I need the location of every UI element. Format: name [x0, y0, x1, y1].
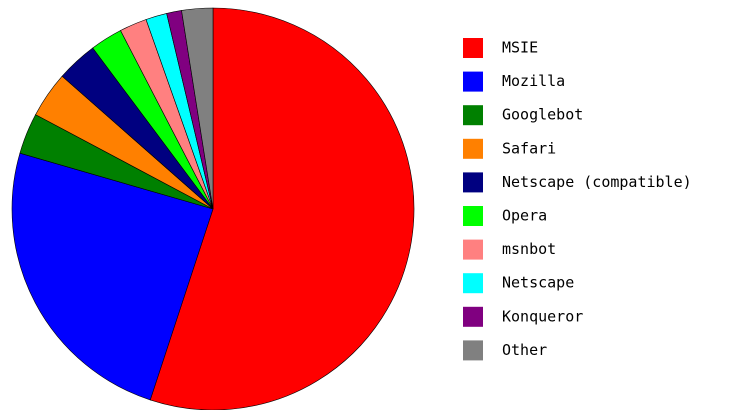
pie-slice — [181, 7, 214, 210]
pie-slice — [149, 7, 415, 410]
legend-swatch — [463, 306, 483, 327]
legend-label: Netscape — [502, 274, 574, 292]
legend-label: Netscape (compatible) — [502, 173, 692, 191]
legend-swatch — [463, 138, 483, 159]
legend-swatch — [463, 71, 483, 92]
legend-swatch — [463, 206, 483, 226]
legend-label: Safari — [502, 139, 556, 157]
legend-label: Other — [502, 341, 547, 359]
legend-label: MSIE — [502, 39, 538, 57]
legend-swatch — [463, 105, 483, 126]
legend-label: Opera — [502, 207, 547, 225]
pie-slice — [11, 152, 214, 401]
legend-swatch — [463, 38, 483, 58]
legend-label: Mozilla — [502, 72, 565, 90]
legend-label: Konqueror — [502, 307, 583, 325]
legend-label: msnbot — [502, 240, 556, 258]
legend-swatch — [463, 172, 483, 193]
legend-swatch — [463, 340, 483, 361]
legend-label: Googlebot — [502, 106, 583, 124]
legend-swatch — [463, 273, 483, 294]
legend-swatch — [463, 239, 483, 260]
